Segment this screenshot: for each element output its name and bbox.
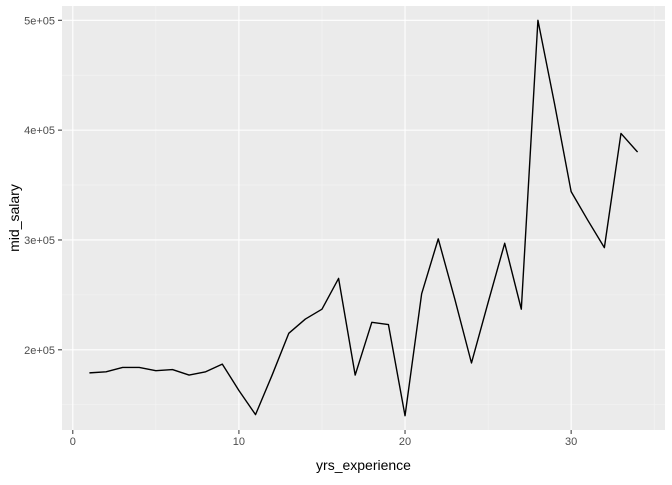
y-tick-label: 2e+05 [24, 345, 55, 357]
y-axis: 2e+05 3e+05 4e+05 5e+05 [24, 15, 62, 357]
y-tick-label: 5e+05 [24, 15, 55, 27]
x-axis-title: yrs_experience [316, 457, 411, 473]
x-axis: 0 10 20 30 [70, 430, 578, 448]
y-tick-label: 4e+05 [24, 125, 55, 137]
y-axis-title: mid_salary [6, 184, 22, 252]
x-tick-label: 10 [233, 436, 245, 448]
y-tick-label: 3e+05 [24, 235, 55, 247]
x-tick-label: 20 [399, 436, 411, 448]
plot-panel [62, 6, 665, 430]
x-tick-label: 30 [565, 436, 577, 448]
x-tick-label: 0 [70, 436, 76, 448]
